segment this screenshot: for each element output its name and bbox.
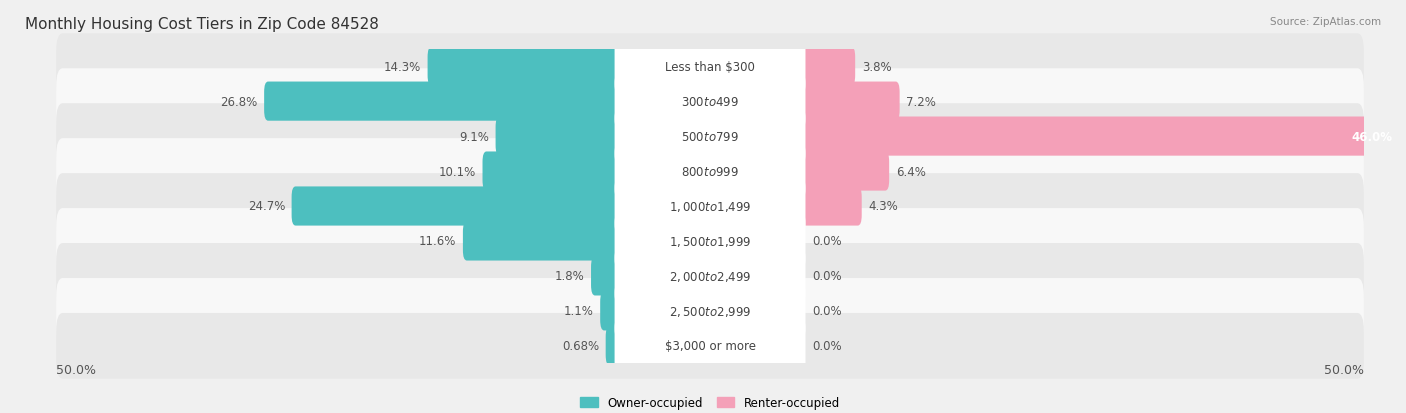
Text: 4.3%: 4.3% <box>869 200 898 213</box>
FancyBboxPatch shape <box>614 109 806 165</box>
FancyBboxPatch shape <box>797 82 900 121</box>
Text: 3.8%: 3.8% <box>862 61 891 74</box>
Text: 7.2%: 7.2% <box>905 95 936 108</box>
Text: 11.6%: 11.6% <box>419 235 457 248</box>
FancyBboxPatch shape <box>264 82 623 121</box>
FancyBboxPatch shape <box>614 283 806 339</box>
FancyBboxPatch shape <box>614 213 806 270</box>
FancyBboxPatch shape <box>56 104 1364 169</box>
Text: 1.1%: 1.1% <box>564 305 593 318</box>
FancyBboxPatch shape <box>482 152 623 191</box>
FancyBboxPatch shape <box>614 318 806 374</box>
FancyBboxPatch shape <box>56 69 1364 135</box>
Text: Less than $300: Less than $300 <box>665 61 755 74</box>
Text: 1.8%: 1.8% <box>555 270 585 283</box>
Text: $500 to $799: $500 to $799 <box>681 130 740 143</box>
FancyBboxPatch shape <box>614 74 806 130</box>
Text: 0.0%: 0.0% <box>813 305 842 318</box>
Text: $3,000 or more: $3,000 or more <box>665 339 755 352</box>
FancyBboxPatch shape <box>56 244 1364 309</box>
Text: 10.1%: 10.1% <box>439 165 477 178</box>
FancyBboxPatch shape <box>495 117 623 156</box>
FancyBboxPatch shape <box>614 178 806 235</box>
FancyBboxPatch shape <box>56 278 1364 344</box>
FancyBboxPatch shape <box>427 47 623 87</box>
Text: Source: ZipAtlas.com: Source: ZipAtlas.com <box>1270 17 1381 26</box>
Text: $800 to $999: $800 to $999 <box>681 165 740 178</box>
FancyBboxPatch shape <box>291 187 623 226</box>
Text: 9.1%: 9.1% <box>460 130 489 143</box>
FancyBboxPatch shape <box>56 209 1364 274</box>
Text: 24.7%: 24.7% <box>247 200 285 213</box>
FancyBboxPatch shape <box>614 143 806 200</box>
FancyBboxPatch shape <box>614 248 806 304</box>
FancyBboxPatch shape <box>614 39 806 95</box>
Text: 50.0%: 50.0% <box>1324 363 1364 376</box>
Text: $1,500 to $1,999: $1,500 to $1,999 <box>669 235 751 248</box>
FancyBboxPatch shape <box>591 257 623 296</box>
FancyBboxPatch shape <box>56 174 1364 239</box>
Text: $2,500 to $2,999: $2,500 to $2,999 <box>669 304 751 318</box>
FancyBboxPatch shape <box>797 187 862 226</box>
Text: 0.68%: 0.68% <box>562 339 599 352</box>
Text: $2,000 to $2,499: $2,000 to $2,499 <box>669 269 751 283</box>
FancyBboxPatch shape <box>56 139 1364 204</box>
FancyBboxPatch shape <box>56 34 1364 100</box>
FancyBboxPatch shape <box>797 152 889 191</box>
Text: 0.0%: 0.0% <box>813 339 842 352</box>
Text: 50.0%: 50.0% <box>56 363 96 376</box>
Text: 6.4%: 6.4% <box>896 165 925 178</box>
Text: 0.0%: 0.0% <box>813 270 842 283</box>
FancyBboxPatch shape <box>797 47 855 87</box>
Legend: Owner-occupied, Renter-occupied: Owner-occupied, Renter-occupied <box>575 392 845 413</box>
FancyBboxPatch shape <box>600 292 623 331</box>
Text: 14.3%: 14.3% <box>384 61 420 74</box>
Text: 46.0%: 46.0% <box>1351 130 1392 143</box>
Text: $1,000 to $1,499: $1,000 to $1,499 <box>669 199 751 214</box>
Text: 0.0%: 0.0% <box>813 235 842 248</box>
FancyBboxPatch shape <box>463 222 623 261</box>
FancyBboxPatch shape <box>606 326 623 366</box>
FancyBboxPatch shape <box>797 117 1406 156</box>
Text: 26.8%: 26.8% <box>221 95 257 108</box>
Text: $300 to $499: $300 to $499 <box>681 95 740 108</box>
Text: Monthly Housing Cost Tiers in Zip Code 84528: Monthly Housing Cost Tiers in Zip Code 8… <box>25 17 380 31</box>
FancyBboxPatch shape <box>56 313 1364 379</box>
